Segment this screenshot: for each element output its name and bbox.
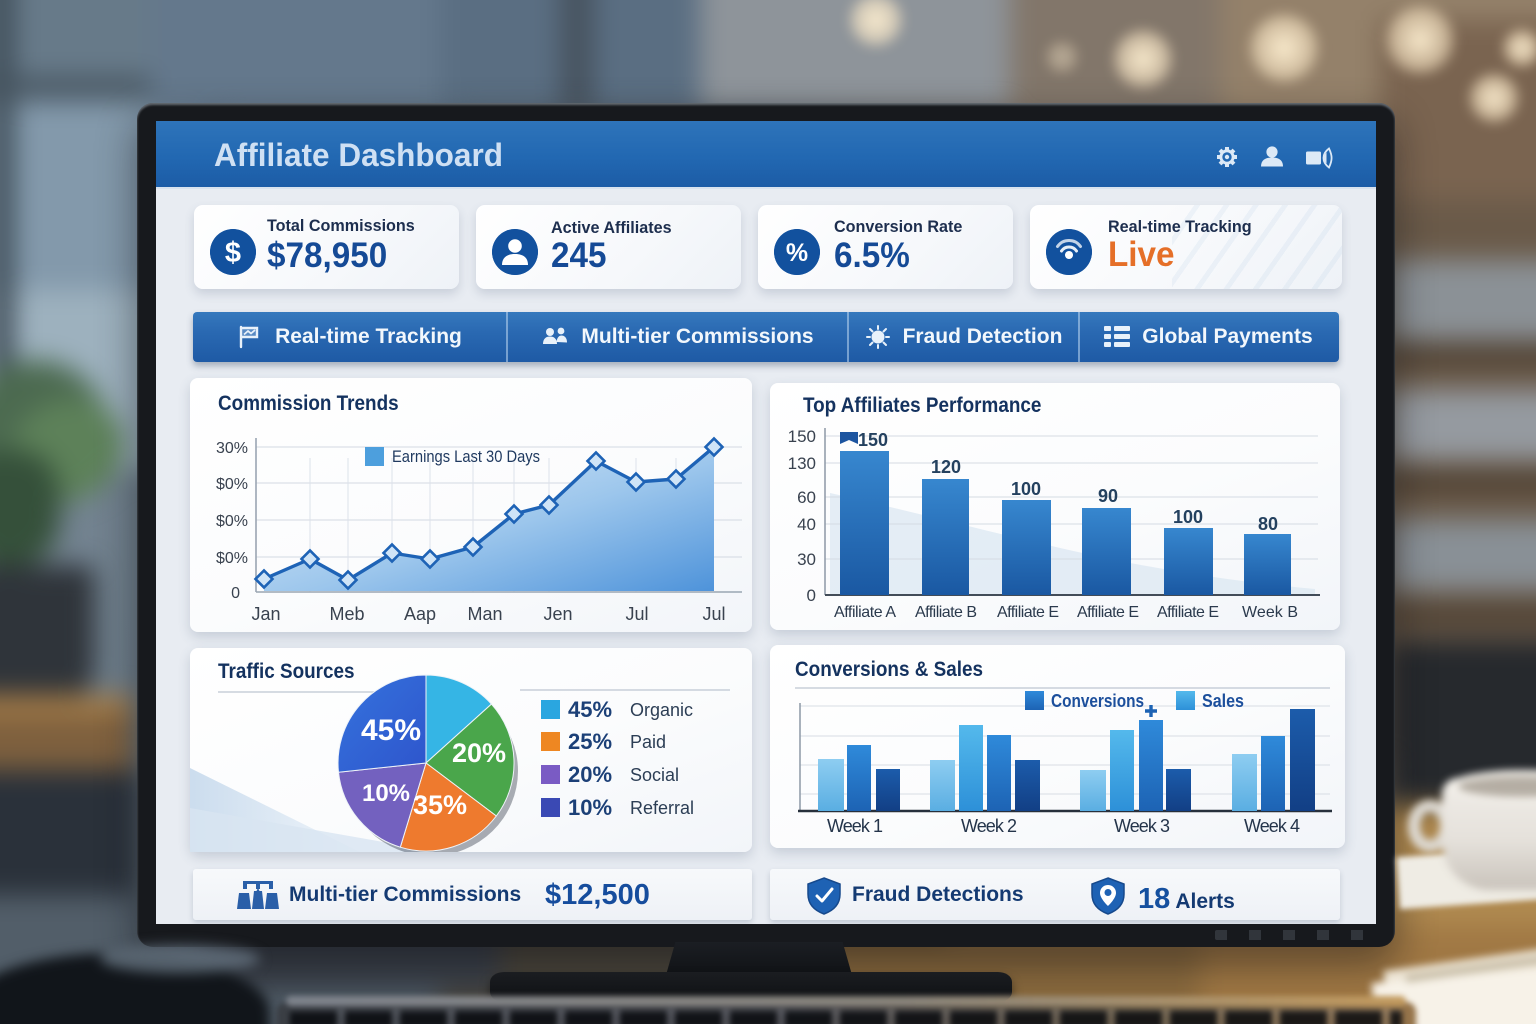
svg-text:10%: 10%	[568, 795, 612, 820]
svg-text:45%: 45%	[361, 714, 421, 747]
svg-text:25%: 25%	[568, 729, 612, 754]
svg-text:Week B: Week B	[1242, 604, 1298, 621]
svg-text:Aap: Aap	[404, 604, 436, 624]
svg-text:Week 4: Week 4	[1244, 816, 1300, 836]
svg-text:30%: 30%	[216, 440, 248, 457]
svg-text:Week 2: Week 2	[961, 816, 1017, 836]
svg-text:Jen: Jen	[543, 604, 572, 624]
svg-text:$0%: $0%	[216, 550, 248, 567]
svg-text:$0%: $0%	[216, 476, 248, 493]
svg-text:10%: 10%	[362, 780, 410, 807]
svg-text:Meb: Meb	[329, 604, 364, 624]
svg-text:20%: 20%	[452, 738, 506, 768]
svg-text:90: 90	[1098, 486, 1118, 506]
svg-text:Man: Man	[467, 604, 502, 624]
svg-text:Paid: Paid	[630, 732, 666, 752]
svg-text:40: 40	[797, 515, 816, 534]
svg-text:150: 150	[788, 427, 816, 446]
svg-text:%: %	[786, 239, 808, 267]
svg-text:Week 1: Week 1	[827, 816, 883, 836]
svg-text:$: $	[225, 237, 241, 269]
svg-text:Jul: Jul	[625, 604, 648, 624]
svg-text:Affiliate B: Affiliate B	[915, 604, 977, 621]
svg-text:20%: 20%	[568, 762, 612, 787]
svg-text:Jul: Jul	[702, 604, 725, 624]
svg-text:100: 100	[1173, 507, 1203, 527]
svg-text:Earnings Last 30 Days: Earnings Last 30 Days	[392, 447, 540, 466]
svg-text:Conversions: Conversions	[1051, 691, 1144, 711]
svg-text:Affiliate E: Affiliate E	[997, 604, 1059, 621]
svg-text:130: 130	[788, 454, 816, 473]
svg-text:Affiliate E: Affiliate E	[1157, 604, 1219, 621]
svg-text:100: 100	[1011, 479, 1041, 499]
svg-text:Week 3: Week 3	[1114, 816, 1170, 836]
svg-text:Organic: Organic	[630, 700, 693, 720]
svg-text:Affiliate A: Affiliate A	[834, 604, 896, 621]
svg-text:Social: Social	[630, 765, 679, 785]
svg-text:60: 60	[797, 488, 816, 507]
svg-text:0: 0	[231, 585, 240, 602]
svg-text:45%: 45%	[568, 697, 612, 722]
svg-text:Affiliate E: Affiliate E	[1077, 604, 1139, 621]
svg-text:Sales: Sales	[1202, 691, 1244, 711]
svg-text:Referral: Referral	[630, 798, 694, 818]
svg-text:150: 150	[858, 430, 888, 450]
svg-text:80: 80	[1258, 514, 1278, 534]
svg-text:Jan: Jan	[251, 604, 280, 624]
svg-text:120: 120	[931, 457, 961, 477]
svg-text:$0%: $0%	[216, 513, 248, 530]
svg-text:35%: 35%	[413, 790, 467, 820]
svg-text:30: 30	[797, 550, 816, 569]
svg-text:0: 0	[807, 586, 816, 605]
